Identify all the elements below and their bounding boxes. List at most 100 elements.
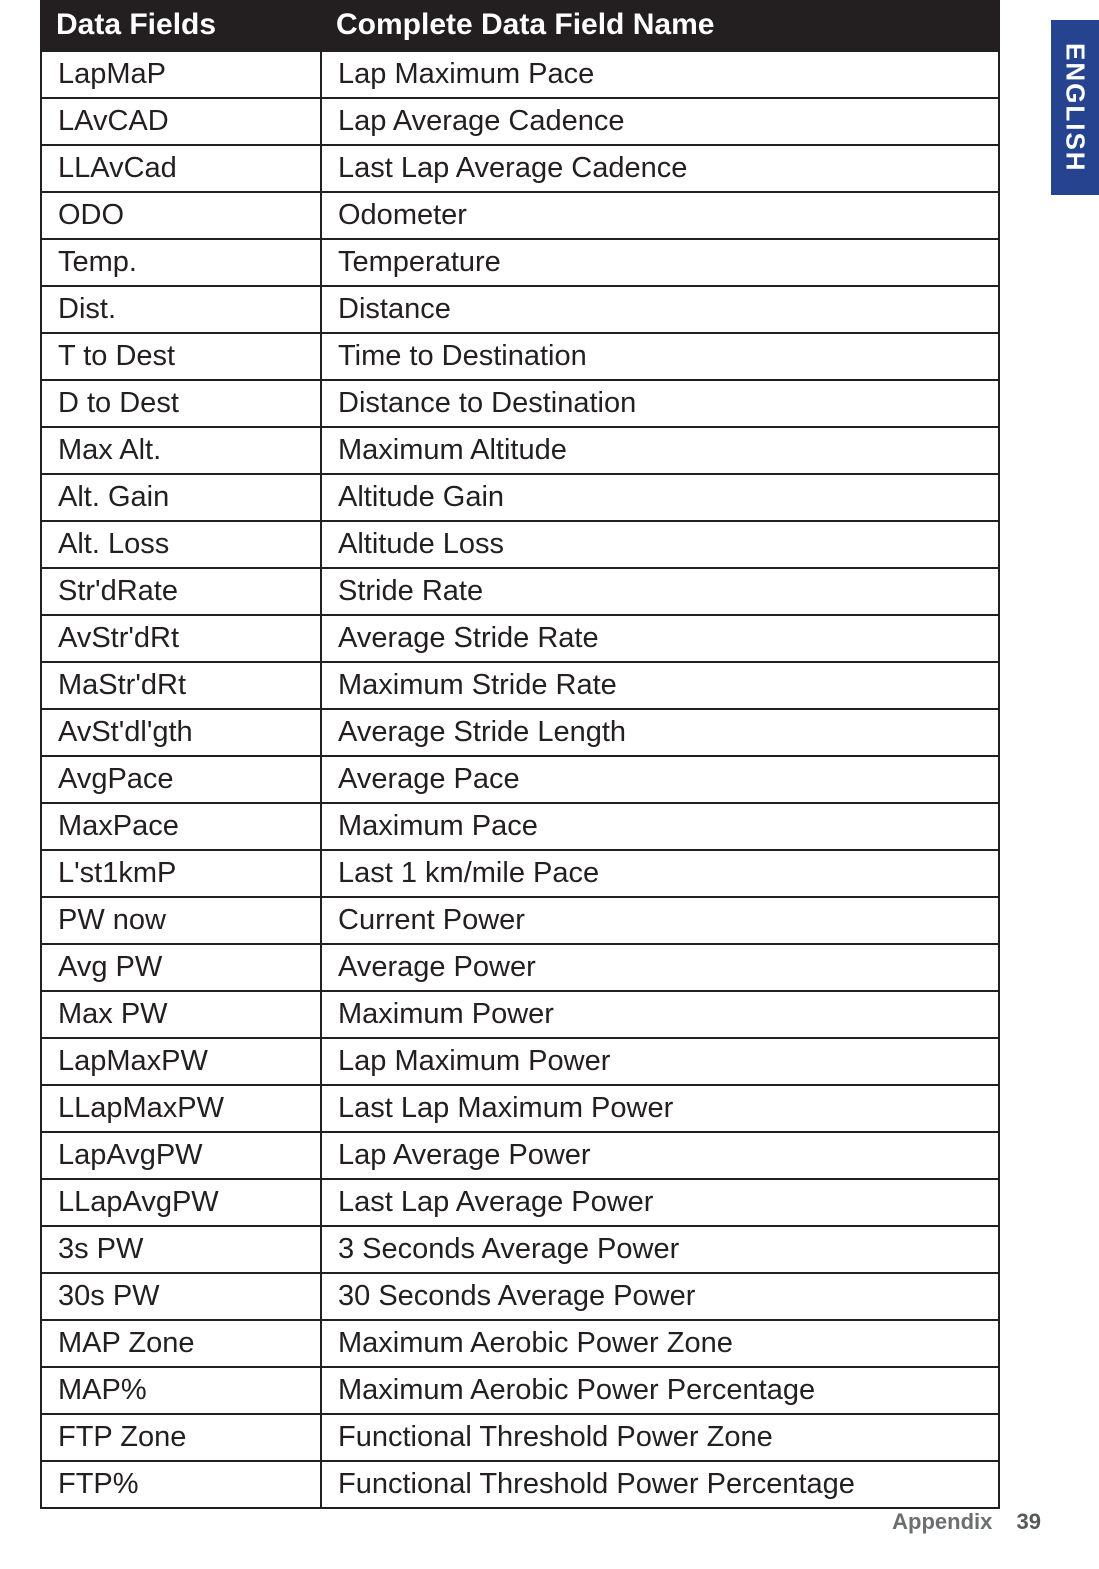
cell-complete-name: Altitude Gain bbox=[321, 474, 999, 521]
cell-complete-name: Maximum Power bbox=[321, 991, 999, 1038]
cell-complete-name: Odometer bbox=[321, 192, 999, 239]
cell-complete-name: Lap Maximum Power bbox=[321, 1038, 999, 1085]
header-data-fields: Data Fields bbox=[41, 1, 321, 51]
cell-data-field: 30s PW bbox=[41, 1273, 321, 1320]
table-row: FTP ZoneFunctional Threshold Power Zone bbox=[41, 1414, 999, 1461]
table-row: AvSt'dl'gthAverage Stride Length bbox=[41, 709, 999, 756]
table-row: AvgPaceAverage Pace bbox=[41, 756, 999, 803]
cell-complete-name: Average Power bbox=[321, 944, 999, 991]
cell-complete-name: Last 1 km/mile Pace bbox=[321, 850, 999, 897]
table-row: Max Alt.Maximum Altitude bbox=[41, 427, 999, 474]
cell-complete-name: Average Stride Length bbox=[321, 709, 999, 756]
table-row: ODOOdometer bbox=[41, 192, 999, 239]
cell-complete-name: Last Lap Average Power bbox=[321, 1179, 999, 1226]
footer-section: Appendix bbox=[892, 1509, 992, 1534]
table-row: Dist.Distance bbox=[41, 286, 999, 333]
header-complete-name: Complete Data Field Name bbox=[321, 1, 999, 51]
cell-data-field: LapMaxPW bbox=[41, 1038, 321, 1085]
cell-data-field: Max PW bbox=[41, 991, 321, 1038]
cell-complete-name: 30 Seconds Average Power bbox=[321, 1273, 999, 1320]
cell-complete-name: Maximum Aerobic Power Percentage bbox=[321, 1367, 999, 1414]
table-row: L'st1kmPLast 1 km/mile Pace bbox=[41, 850, 999, 897]
cell-data-field: LLAvCad bbox=[41, 145, 321, 192]
cell-complete-name: Distance to Destination bbox=[321, 380, 999, 427]
cell-data-field: D to Dest bbox=[41, 380, 321, 427]
table-row: FTP%Functional Threshold Power Percentag… bbox=[41, 1461, 999, 1508]
cell-data-field: LapMaP bbox=[41, 51, 321, 98]
cell-complete-name: Average Stride Rate bbox=[321, 615, 999, 662]
cell-complete-name: Average Pace bbox=[321, 756, 999, 803]
footer-page-number: 39 bbox=[1017, 1509, 1041, 1534]
table-row: LLapAvgPWLast Lap Average Power bbox=[41, 1179, 999, 1226]
table-row: Max PWMaximum Power bbox=[41, 991, 999, 1038]
table-row: Temp.Temperature bbox=[41, 239, 999, 286]
cell-complete-name: Time to Destination bbox=[321, 333, 999, 380]
cell-complete-name: Maximum Stride Rate bbox=[321, 662, 999, 709]
table-row: MAP%Maximum Aerobic Power Percentage bbox=[41, 1367, 999, 1414]
cell-data-field: LLapAvgPW bbox=[41, 1179, 321, 1226]
page-content: Data Fields Complete Data Field Name Lap… bbox=[0, 0, 1099, 1509]
cell-complete-name: Stride Rate bbox=[321, 568, 999, 615]
table-row: 30s PW30 Seconds Average Power bbox=[41, 1273, 999, 1320]
table-header-row: Data Fields Complete Data Field Name bbox=[41, 1, 999, 51]
table-row: Avg PWAverage Power bbox=[41, 944, 999, 991]
table-row: PW nowCurrent Power bbox=[41, 897, 999, 944]
cell-complete-name: Maximum Pace bbox=[321, 803, 999, 850]
cell-data-field: Alt. Loss bbox=[41, 521, 321, 568]
cell-complete-name: Lap Average Power bbox=[321, 1132, 999, 1179]
table-row: Str'dRateStride Rate bbox=[41, 568, 999, 615]
table-row: MaStr'dRtMaximum Stride Rate bbox=[41, 662, 999, 709]
cell-complete-name: Temperature bbox=[321, 239, 999, 286]
table-row: LAvCADLap Average Cadence bbox=[41, 98, 999, 145]
cell-data-field: Str'dRate bbox=[41, 568, 321, 615]
cell-data-field: 3s PW bbox=[41, 1226, 321, 1273]
cell-complete-name: Maximum Aerobic Power Zone bbox=[321, 1320, 999, 1367]
cell-data-field: Avg PW bbox=[41, 944, 321, 991]
table-row: LLAvCadLast Lap Average Cadence bbox=[41, 145, 999, 192]
cell-data-field: FTP Zone bbox=[41, 1414, 321, 1461]
cell-complete-name: 3 Seconds Average Power bbox=[321, 1226, 999, 1273]
cell-data-field: MaStr'dRt bbox=[41, 662, 321, 709]
table-row: T to DestTime to Destination bbox=[41, 333, 999, 380]
cell-data-field: MAP Zone bbox=[41, 1320, 321, 1367]
table-row: MAP ZoneMaximum Aerobic Power Zone bbox=[41, 1320, 999, 1367]
cell-data-field: FTP% bbox=[41, 1461, 321, 1508]
table-row: Alt. LossAltitude Loss bbox=[41, 521, 999, 568]
cell-complete-name: Current Power bbox=[321, 897, 999, 944]
cell-complete-name: Lap Average Cadence bbox=[321, 98, 999, 145]
cell-complete-name: Functional Threshold Power Zone bbox=[321, 1414, 999, 1461]
table-row: LapMaxPWLap Maximum Power bbox=[41, 1038, 999, 1085]
table-row: LapAvgPWLap Average Power bbox=[41, 1132, 999, 1179]
table-row: Alt. GainAltitude Gain bbox=[41, 474, 999, 521]
cell-complete-name: Maximum Altitude bbox=[321, 427, 999, 474]
cell-data-field: AvSt'dl'gth bbox=[41, 709, 321, 756]
table-row: MaxPaceMaximum Pace bbox=[41, 803, 999, 850]
cell-data-field: Dist. bbox=[41, 286, 321, 333]
cell-complete-name: Functional Threshold Power Percentage bbox=[321, 1461, 999, 1508]
cell-data-field: PW now bbox=[41, 897, 321, 944]
cell-data-field: AvStr'dRt bbox=[41, 615, 321, 662]
table-row: AvStr'dRtAverage Stride Rate bbox=[41, 615, 999, 662]
table-row: LapMaPLap Maximum Pace bbox=[41, 51, 999, 98]
cell-data-field: L'st1kmP bbox=[41, 850, 321, 897]
cell-data-field: LAvCAD bbox=[41, 98, 321, 145]
table-row: D to DestDistance to Destination bbox=[41, 380, 999, 427]
cell-data-field: LLapMaxPW bbox=[41, 1085, 321, 1132]
cell-data-field: ODO bbox=[41, 192, 321, 239]
data-fields-table: Data Fields Complete Data Field Name Lap… bbox=[40, 0, 1000, 1509]
cell-data-field: MAP% bbox=[41, 1367, 321, 1414]
cell-data-field: Temp. bbox=[41, 239, 321, 286]
table-row: 3s PW3 Seconds Average Power bbox=[41, 1226, 999, 1273]
cell-data-field: Alt. Gain bbox=[41, 474, 321, 521]
cell-complete-name: Altitude Loss bbox=[321, 521, 999, 568]
table-row: LLapMaxPWLast Lap Maximum Power bbox=[41, 1085, 999, 1132]
cell-complete-name: Last Lap Maximum Power bbox=[321, 1085, 999, 1132]
cell-data-field: LapAvgPW bbox=[41, 1132, 321, 1179]
cell-data-field: T to Dest bbox=[41, 333, 321, 380]
language-tab: ENGLISH bbox=[1051, 20, 1099, 195]
cell-data-field: Max Alt. bbox=[41, 427, 321, 474]
cell-data-field: AvgPace bbox=[41, 756, 321, 803]
cell-data-field: MaxPace bbox=[41, 803, 321, 850]
cell-complete-name: Lap Maximum Pace bbox=[321, 51, 999, 98]
page-footer: Appendix 39 bbox=[892, 1509, 1041, 1535]
